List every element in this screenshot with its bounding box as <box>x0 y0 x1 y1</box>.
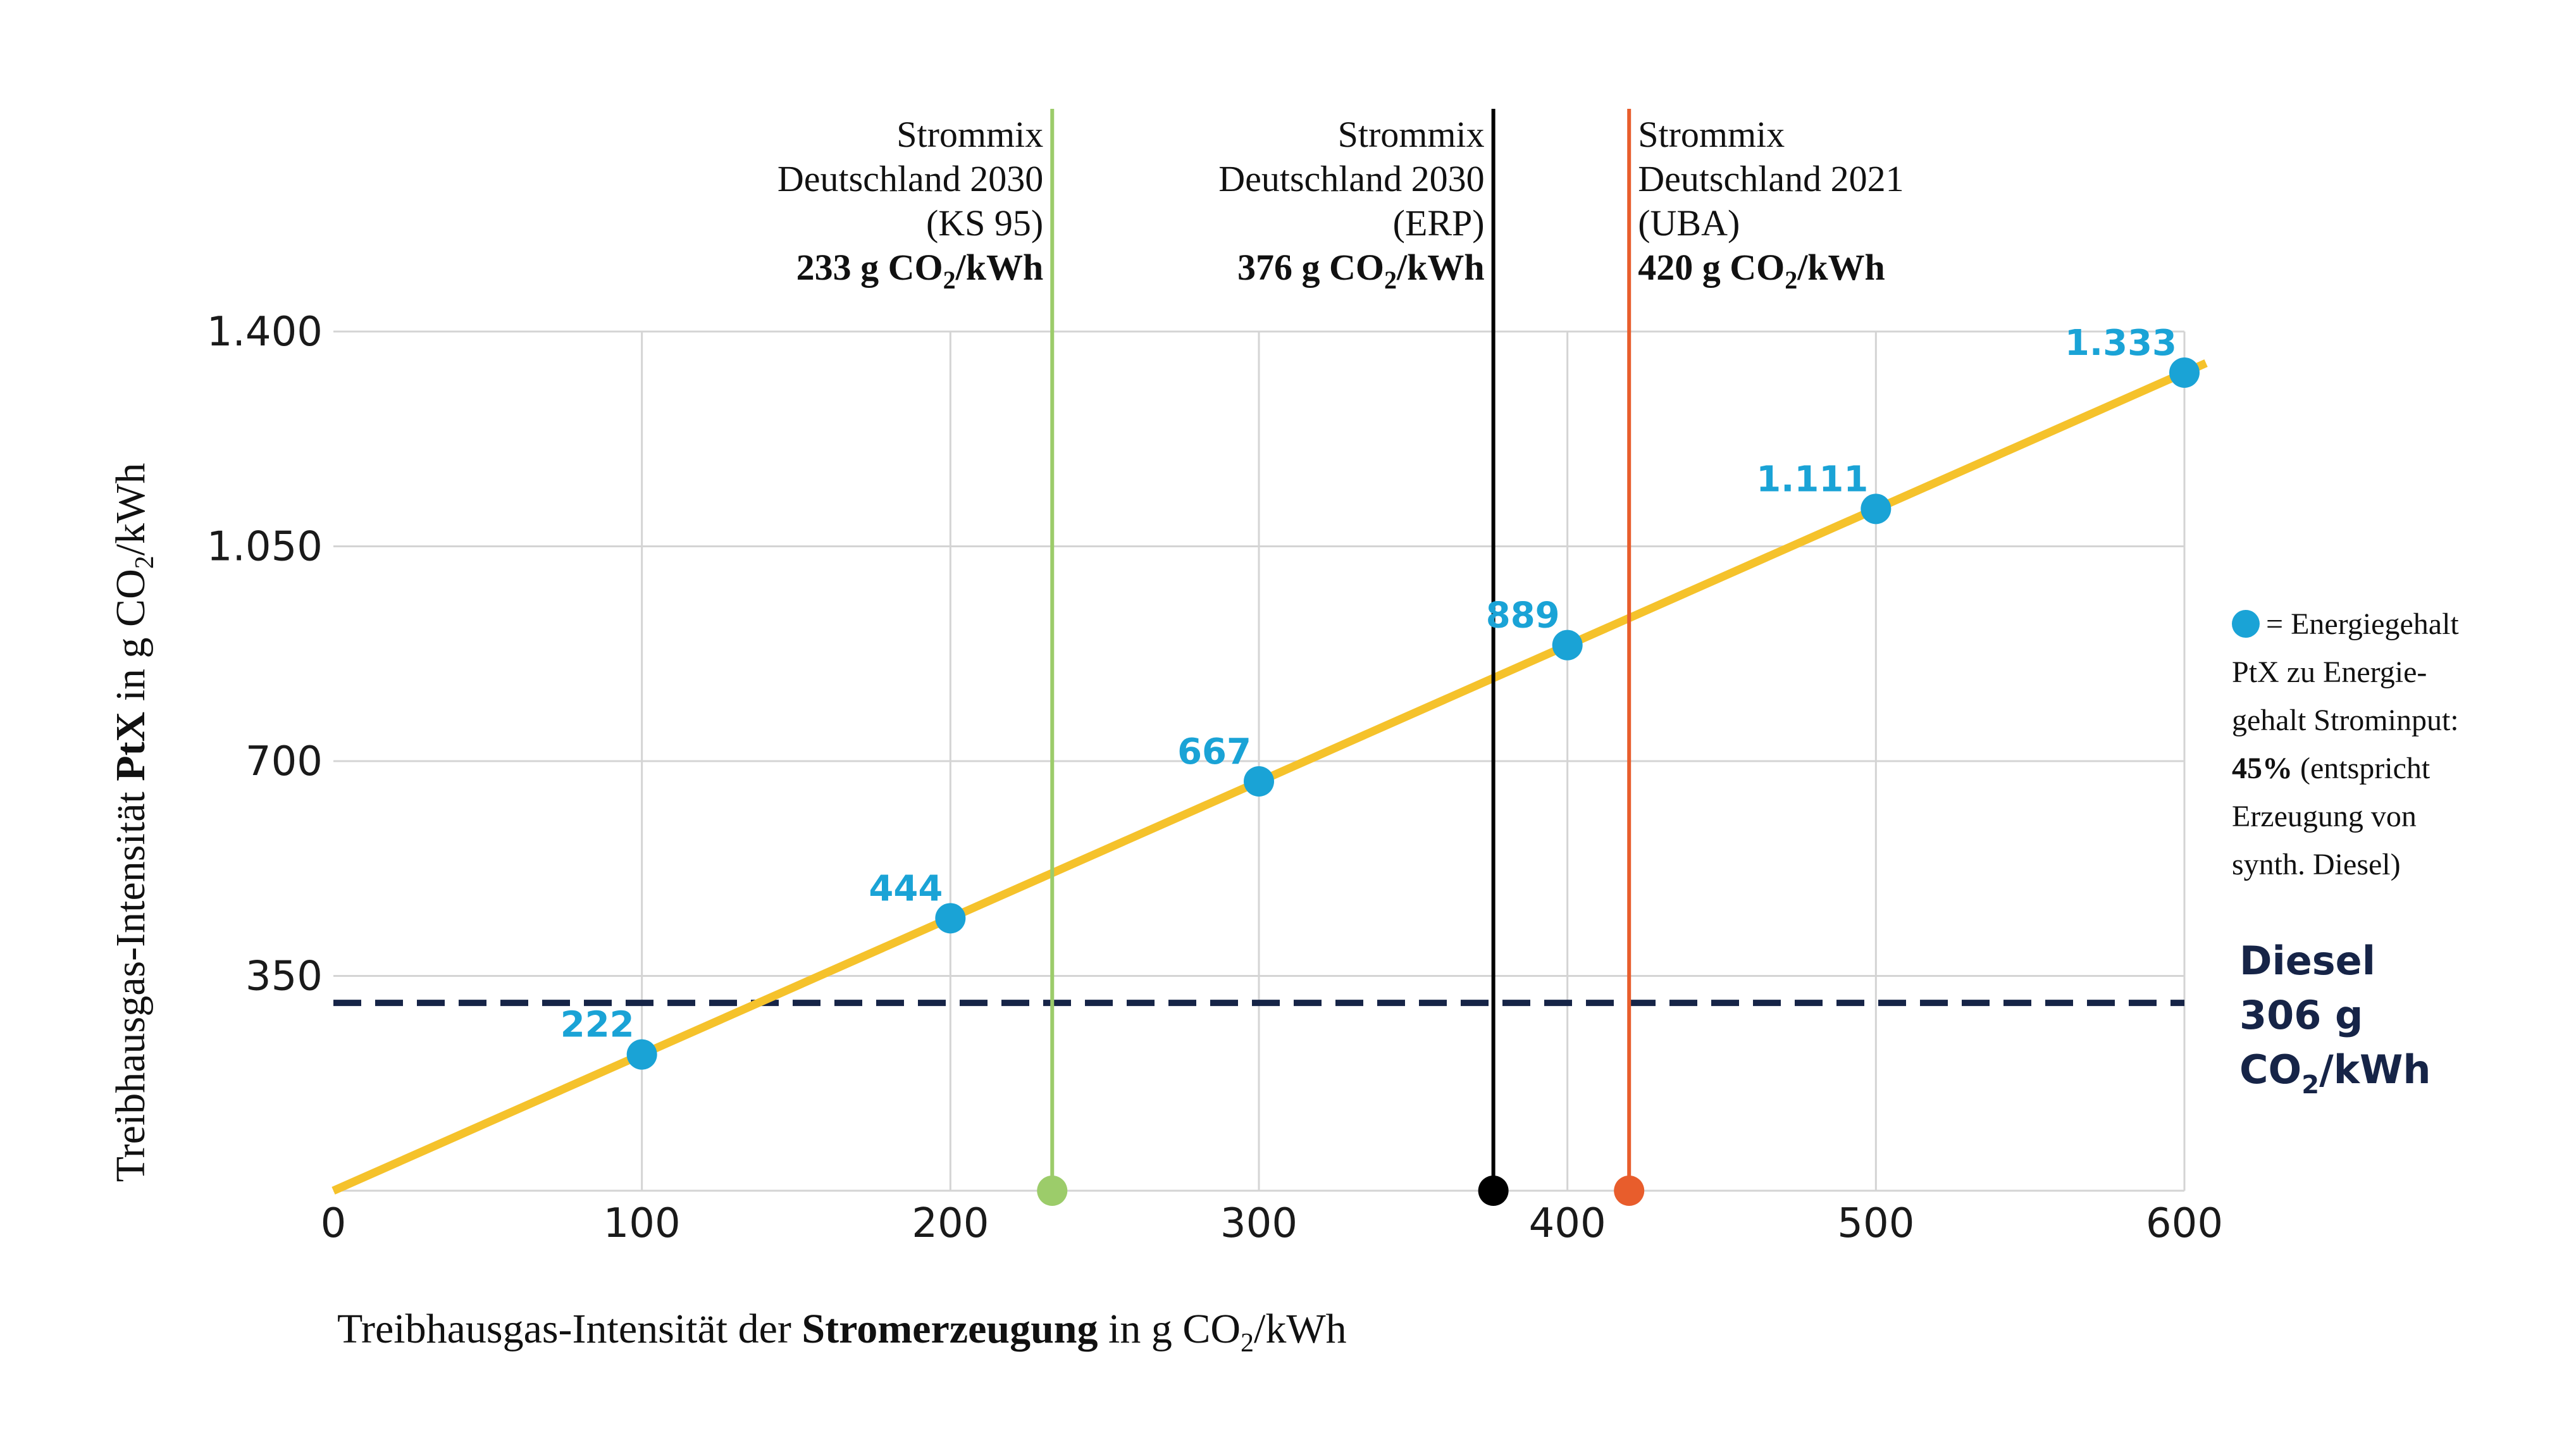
reference-value: 420 g CO2/kWh <box>1638 247 1885 294</box>
x-tick-label: 200 <box>912 1200 989 1247</box>
legend-line-6: synth. Diesel) <box>2232 848 2401 881</box>
data-point <box>1861 493 1892 524</box>
data-label: 1.333 <box>2065 323 2177 364</box>
x-tick-label: 400 <box>1529 1200 1606 1247</box>
x-tick-label: 600 <box>2146 1200 2223 1247</box>
reference-label-line: (UBA) <box>1638 202 1740 244</box>
y-tick-label: 350 <box>245 953 323 1000</box>
legend: = Energiegehalt PtX zu Energie- gehalt S… <box>2232 607 2459 881</box>
x-tick-label: 300 <box>1220 1200 1297 1247</box>
reference-marker <box>1478 1176 1509 1206</box>
data-points: 222 444 667 889 1.111 1.333 <box>560 323 2200 1070</box>
data-label: 1.111 <box>1756 459 1868 500</box>
grid <box>333 330 2186 1192</box>
axis-ticks: 0 100 200 300 400 500 600 350 700 1.050 1.400 <box>207 309 2223 1247</box>
x-tick-label: 500 <box>1837 1200 1914 1247</box>
legend-line-3: gehalt Strominput: <box>2232 704 2459 737</box>
legend-line-1: = Energiegehalt <box>2266 607 2459 641</box>
diesel-label-line-2: 306 g <box>2239 992 2363 1038</box>
x-axis-title: Treibhausgas-Intensität der Stromerzeugu… <box>337 1306 1347 1358</box>
data-label: 222 <box>560 1005 635 1046</box>
reference-value: 233 g CO2/kWh <box>796 247 1044 294</box>
data-point <box>1552 630 1583 661</box>
reference-label-line: (KS 95) <box>926 202 1043 244</box>
data-point <box>2169 357 2200 388</box>
data-label: 444 <box>869 868 943 909</box>
data-point <box>626 1039 657 1070</box>
diesel-label-line-3: CO2/kWh <box>2239 1046 2430 1100</box>
data-point <box>1244 766 1274 797</box>
y-axis-title: Treibhausgas-Intensität PtX in g CO2/kWh <box>108 463 159 1182</box>
diesel-label-line-1: Diesel <box>2239 938 2375 984</box>
reference-marker <box>1037 1176 1068 1206</box>
data-point <box>935 903 966 934</box>
reference-label-line: Strommix <box>1338 114 1485 155</box>
legend-line-4: 45% (entspricht <box>2232 752 2430 785</box>
data-label: 889 <box>1486 595 1560 636</box>
x-tick-label: 0 <box>321 1200 347 1247</box>
legend-marker <box>2232 610 2260 638</box>
reference-value: 376 g CO2/kWh <box>1237 247 1485 294</box>
legend-line-5: Erzeugung von <box>2232 800 2417 833</box>
reference-label-line: Strommix <box>1638 114 1785 155</box>
y-tick-label: 1.400 <box>207 309 323 356</box>
reference-label-line: Strommix <box>896 114 1043 155</box>
x-tick-label: 100 <box>604 1200 681 1247</box>
reference-marker <box>1614 1176 1645 1206</box>
data-label: 667 <box>1177 731 1251 773</box>
reference-label-line: Deutschland 2021 <box>1638 158 1904 199</box>
reference-label-line: Deutschland 2030 <box>1218 158 1484 199</box>
reference-label-line: (ERP) <box>1393 202 1485 244</box>
reference-label-line: Deutschland 2030 <box>777 158 1043 199</box>
legend-line-2: PtX zu Energie- <box>2232 655 2427 689</box>
y-tick-label: 1.050 <box>207 524 323 571</box>
diesel-label: Diesel 306 g CO2/kWh <box>2239 938 2430 1100</box>
y-tick-label: 700 <box>245 738 323 785</box>
